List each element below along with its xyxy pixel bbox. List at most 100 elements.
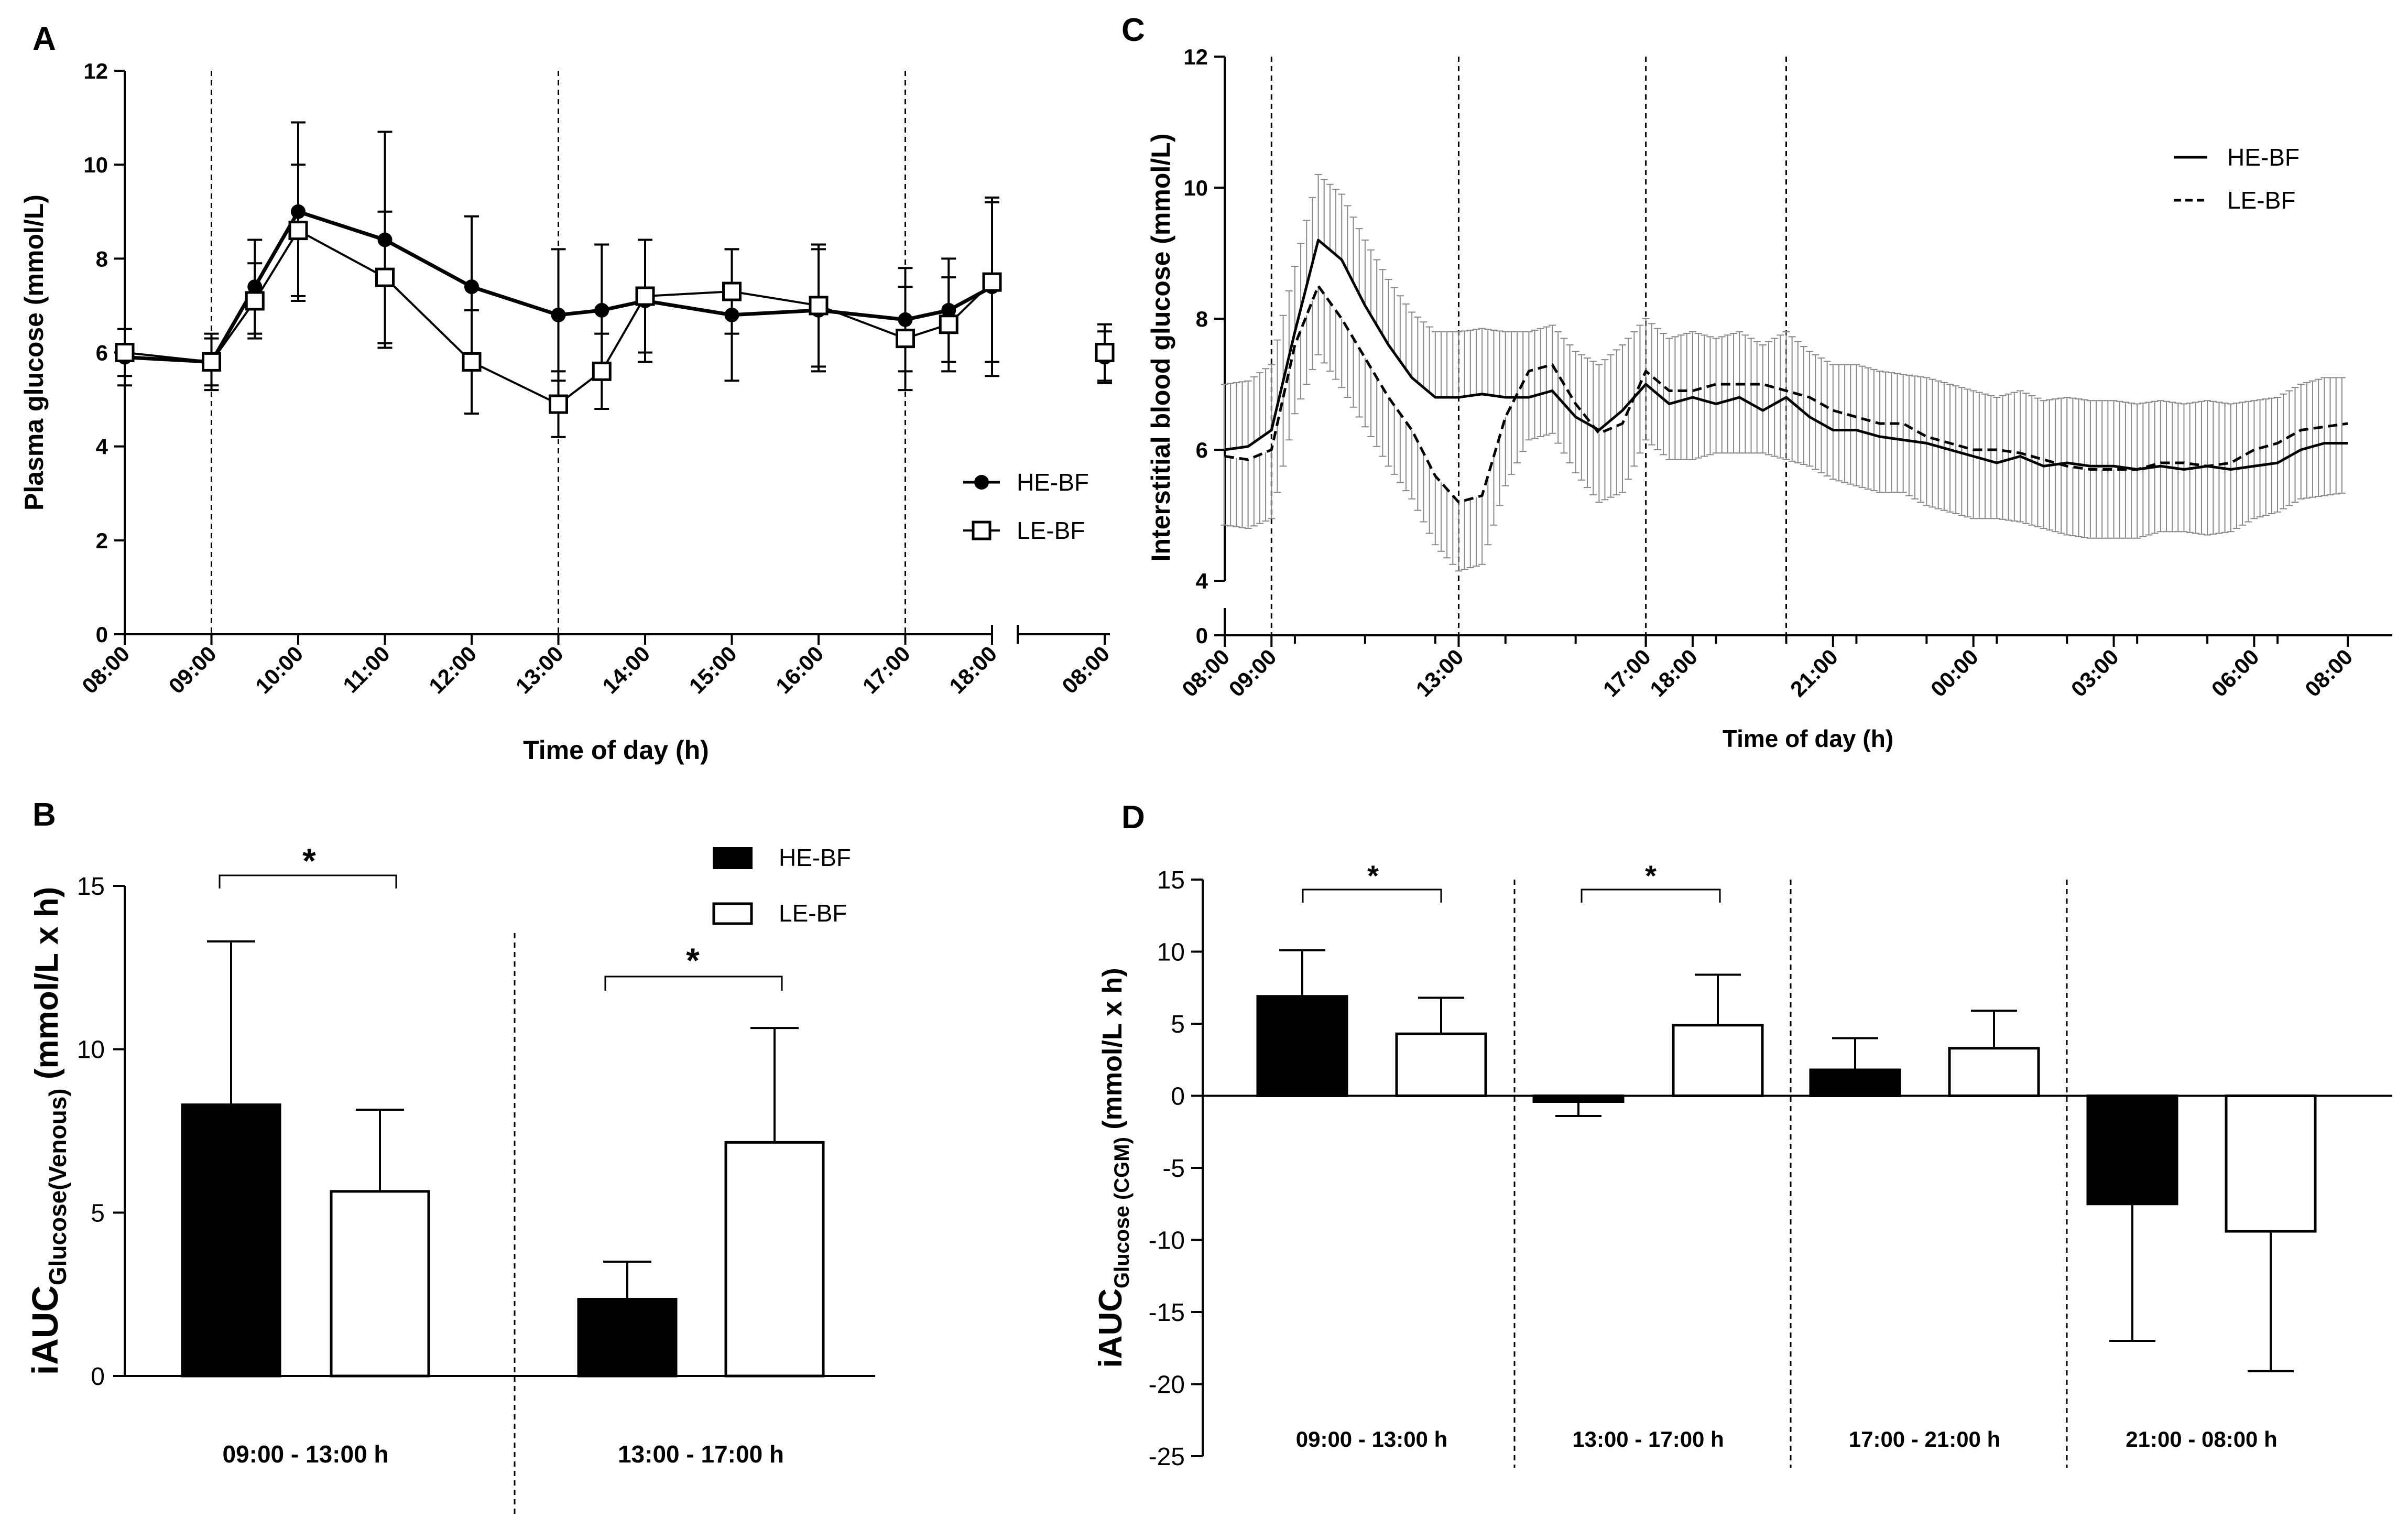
legend-swatch (713, 847, 753, 869)
y-tick-label: 5 (1171, 1011, 1185, 1038)
significance-marker: * (1645, 859, 1657, 892)
y-tick-label: 8 (1196, 307, 1208, 331)
legend-label: LE-BF (779, 900, 847, 927)
y-axis-label: iAUCGlucose (CGM) (mmol/L x h) (1093, 968, 1134, 1368)
x-tick-label: 13:00 (511, 641, 568, 698)
data-point (896, 329, 915, 349)
data-point (375, 267, 395, 287)
data-point (809, 296, 829, 316)
bar (181, 1103, 281, 1378)
y-tick-label: 4 (1196, 569, 1208, 593)
y-tick-label: 8 (96, 246, 108, 271)
legend-label: HE-BF (1017, 469, 1089, 496)
y-axis-label: Plasma glucose (mmol/L) (19, 194, 49, 511)
y-tick-label: 10 (83, 153, 108, 177)
series-line (124, 209, 993, 364)
data-point (115, 343, 135, 362)
series-line (1224, 285, 2348, 504)
y-tick-label: 10 (1157, 939, 1185, 967)
y-tick-label: 10 (1183, 176, 1208, 200)
data-point (939, 315, 958, 334)
y-tick-label: -5 (1162, 1155, 1185, 1183)
y-tick-label: -10 (1149, 1227, 1185, 1255)
legend-label: LE-BF (2227, 187, 2295, 214)
y-tick-label: 10 (77, 1036, 105, 1064)
data-point (982, 272, 1002, 292)
panel-a-plasma-glucose-chart: 0 2 4 6 8 10 12 08:00 09:00 10:00 11:00 12:00 13:00 1… (19, 59, 1115, 765)
data-point (722, 281, 742, 301)
y-tick-label: -25 (1149, 1443, 1185, 1471)
legend-swatch (712, 902, 753, 925)
significance-bracket (604, 976, 783, 991)
x-tick-label: 08:00 (77, 641, 134, 698)
legend-marker (974, 475, 989, 490)
bar (1948, 1047, 2040, 1097)
y-tick-label: 0 (1171, 1083, 1185, 1111)
category-label: 13:00 - 17:00 h (1572, 1427, 1724, 1451)
data-point (551, 307, 566, 322)
x-tick-label: 18:00 (1645, 644, 1702, 701)
significance-bracket (219, 874, 397, 888)
bar (724, 1141, 825, 1378)
panel-label-b: B (32, 797, 56, 833)
x-tick-label: 09:00 (1224, 644, 1281, 701)
x-tick-label: 09:00 (164, 641, 221, 698)
y-tick-label: 12 (83, 59, 108, 83)
bar (577, 1298, 678, 1378)
bar (1532, 1094, 1625, 1103)
y-tick-label: 15 (77, 873, 105, 901)
category-label: 09:00 - 13:00 h (222, 1440, 388, 1468)
x-tick-label: 17:00 (858, 641, 915, 698)
bar (330, 1190, 430, 1378)
legend-label: LE-BF (1017, 517, 1085, 544)
series-line (124, 229, 993, 406)
x-tick-label: 00:00 (1926, 644, 1983, 701)
y-tick-label: -20 (1149, 1371, 1185, 1399)
x-axis-label: Time of day (h) (1723, 725, 1893, 752)
series-line (1224, 239, 2348, 471)
x-tick-label: 06:00 (2207, 644, 2264, 701)
x-tick-label: 03:00 (2066, 644, 2123, 701)
x-tick-label: 15:00 (684, 641, 742, 698)
category-label: 09:00 - 13:00 h (1296, 1427, 1448, 1451)
legend-label: HE-BF (779, 844, 851, 871)
x-tick-label: 16:00 (771, 641, 828, 698)
y-tick-label: 2 (96, 528, 108, 553)
x-tick-label: 08:00 (1177, 644, 1234, 701)
bar (1809, 1068, 1901, 1097)
x-tick-label: 14:00 (597, 641, 655, 698)
panel-d-cgm-iauc-chart: 15 10 5 0 -5 -10 -15 -20 -25 iAUCGlucose (CGM) (m… (1093, 859, 2392, 1471)
x-tick-label: 18:00 (944, 641, 1001, 698)
x-tick-label: 11:00 (338, 641, 395, 698)
panel-label-a: A (32, 21, 56, 57)
y-tick-label: 6 (96, 341, 108, 365)
significance-bracket (1302, 888, 1442, 903)
x-axis-label: Time of day (h) (523, 735, 709, 765)
bar (1256, 995, 1348, 1097)
bar (1672, 1024, 1764, 1097)
significance-marker: * (302, 841, 316, 880)
bar (1395, 1032, 1487, 1097)
significance-marker: * (686, 941, 700, 980)
data-point (288, 221, 308, 241)
y-axis-label: Interstitial blood glucose (mmol/L) (1146, 134, 1175, 562)
legend-marker (972, 521, 991, 540)
data-point (592, 361, 612, 381)
category-label: 17:00 - 21:00 h (1849, 1427, 2001, 1451)
panel-label-d: D (1121, 799, 1145, 836)
data-point (462, 352, 482, 372)
x-tick-label: 08:00 (2300, 644, 2357, 701)
y-tick-label: 0 (96, 622, 108, 647)
data-point (202, 352, 221, 372)
data-point (549, 394, 568, 414)
y-tick-label: 0 (1196, 623, 1208, 648)
data-point (245, 291, 265, 311)
significance-marker: * (1367, 859, 1379, 892)
y-tick-label: 6 (1196, 438, 1208, 462)
bar (2086, 1094, 2178, 1206)
y-tick-label: 12 (1183, 45, 1208, 69)
data-point (464, 279, 479, 295)
x-tick-label: 13:00 (1411, 644, 1468, 701)
